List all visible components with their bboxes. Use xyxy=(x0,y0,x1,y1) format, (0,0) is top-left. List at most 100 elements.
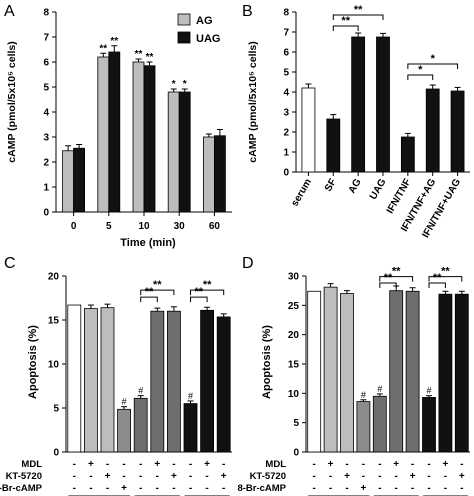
bar-6 xyxy=(389,290,404,453)
treatment-sign: - xyxy=(460,459,463,470)
bar-8 xyxy=(422,397,436,453)
treatment-sign: - xyxy=(172,459,175,470)
significance-bracket-label: ** xyxy=(145,286,154,298)
treatment-row-label: MDL xyxy=(21,459,42,470)
x-tick-label: AG xyxy=(347,177,364,196)
treatment-sign: - xyxy=(444,483,447,494)
panel-d-ylabel: Apoptosis (%) xyxy=(261,325,273,399)
bar-ifn-tnf-uag xyxy=(450,90,465,173)
bar-uag-5 xyxy=(108,51,121,213)
bar-9 xyxy=(438,293,453,453)
x-tick-label: 30 xyxy=(174,221,186,232)
y-tick-label: 6 xyxy=(283,48,289,59)
significance-mark: * xyxy=(183,79,187,90)
bar-7 xyxy=(405,290,420,453)
legend-swatch-uag xyxy=(177,31,191,44)
significance-bracket xyxy=(332,14,384,20)
bar-uag xyxy=(376,36,390,173)
significance-bracket-label: * xyxy=(431,53,436,65)
y-tick-label: 20 xyxy=(48,272,60,283)
treatment-sign: + xyxy=(204,459,210,470)
legend-label-uag: UAG xyxy=(196,33,220,45)
treatment-sign: + xyxy=(360,483,366,494)
treatment-sign: - xyxy=(189,459,192,470)
significance-bracket-label: * xyxy=(418,64,423,76)
x-tick-label: 60 xyxy=(209,221,221,232)
y-tick-label: 30 xyxy=(288,272,300,283)
y-tick-label: 7 xyxy=(283,28,289,39)
treatment-sign: - xyxy=(427,483,430,494)
significance-mark: # xyxy=(426,386,431,396)
significance-mark: ** xyxy=(135,49,143,60)
significance-mark: ** xyxy=(110,36,118,47)
significance-bracket xyxy=(428,276,463,282)
y-tick-label: 2 xyxy=(43,158,49,169)
panel-letter-b: B xyxy=(242,3,253,20)
significance-bracket-label: ** xyxy=(195,286,204,298)
bar-ag-10 xyxy=(132,61,145,213)
treatment-sign: - xyxy=(122,471,125,482)
treatment-sign: - xyxy=(189,483,192,494)
treatment-sign: - xyxy=(89,483,92,494)
treatment-sign: - xyxy=(345,459,348,470)
significance-bracket xyxy=(428,282,446,289)
significance-bracket-label: ** xyxy=(384,272,393,284)
y-tick-label: 4 xyxy=(43,108,49,119)
bar-5 xyxy=(133,397,148,453)
treatment-sign: + xyxy=(442,459,448,470)
treatment-sign: - xyxy=(139,459,142,470)
bar-1 xyxy=(67,304,82,453)
bar-10 xyxy=(454,293,469,453)
significance-mark: # xyxy=(122,397,127,407)
treatment-sign: - xyxy=(427,471,430,482)
treatment-row-label: KT-5720 xyxy=(250,471,286,482)
significance-mark: ** xyxy=(99,43,107,54)
bar-uag-0 xyxy=(73,147,85,213)
y-tick-label: 3 xyxy=(283,108,289,119)
y-tick-label: 25 xyxy=(288,301,300,312)
panel-a-ylabel: cAMP (pmol/5x10⁵ cells) xyxy=(6,41,18,162)
treatment-row-label: 8-Br-cAMP xyxy=(237,483,286,494)
significance-bracket xyxy=(140,296,158,303)
bar-ag xyxy=(351,36,366,173)
bar-6 xyxy=(150,310,165,453)
treatment-sign: - xyxy=(139,483,142,494)
panel-c-ylabel: Apoptosis (%) xyxy=(27,325,39,399)
treatment-sign: + xyxy=(221,471,227,482)
bar-uag-10 xyxy=(143,65,156,213)
significance-mark: # xyxy=(377,384,382,394)
bar-ag-5 xyxy=(97,56,110,213)
bar-9 xyxy=(200,309,215,453)
significance-bracket-label: ** xyxy=(153,279,162,291)
y-tick-label: 5 xyxy=(283,68,289,79)
treatment-sign: - xyxy=(189,471,192,482)
bar-2 xyxy=(84,308,98,453)
treatment-sign: - xyxy=(73,471,76,482)
y-tick-label: 1 xyxy=(283,148,289,159)
bar-uag-60 xyxy=(213,135,226,213)
bar-7 xyxy=(166,310,181,453)
significance-bracket xyxy=(407,74,434,80)
bar-1 xyxy=(307,290,322,453)
bar-ag-60 xyxy=(202,136,215,213)
significance-mark: * xyxy=(172,79,176,90)
treatment-sign: - xyxy=(329,483,332,494)
treatment-sign: + xyxy=(393,459,399,470)
panel-letter-d: D xyxy=(242,255,254,272)
x-tick-label: UAG xyxy=(368,177,389,202)
y-tick-label: 15 xyxy=(48,316,60,327)
treatment-sign: - xyxy=(156,483,159,494)
y-tick-label: 10 xyxy=(48,360,60,371)
legend-label-ag: AG xyxy=(196,15,213,27)
treatment-sign: - xyxy=(313,471,316,482)
bar-ifn-tnf xyxy=(400,136,415,173)
significance-mark: # xyxy=(188,391,193,401)
x-tick-label: SF xyxy=(323,177,339,194)
treatment-sign: - xyxy=(172,483,175,494)
bar-uag-30 xyxy=(178,91,191,213)
treatment-sign: + xyxy=(105,471,111,482)
significance-mark: ** xyxy=(146,52,154,63)
x-tick-label: serum xyxy=(289,177,314,209)
y-tick-label: 5 xyxy=(53,404,59,415)
